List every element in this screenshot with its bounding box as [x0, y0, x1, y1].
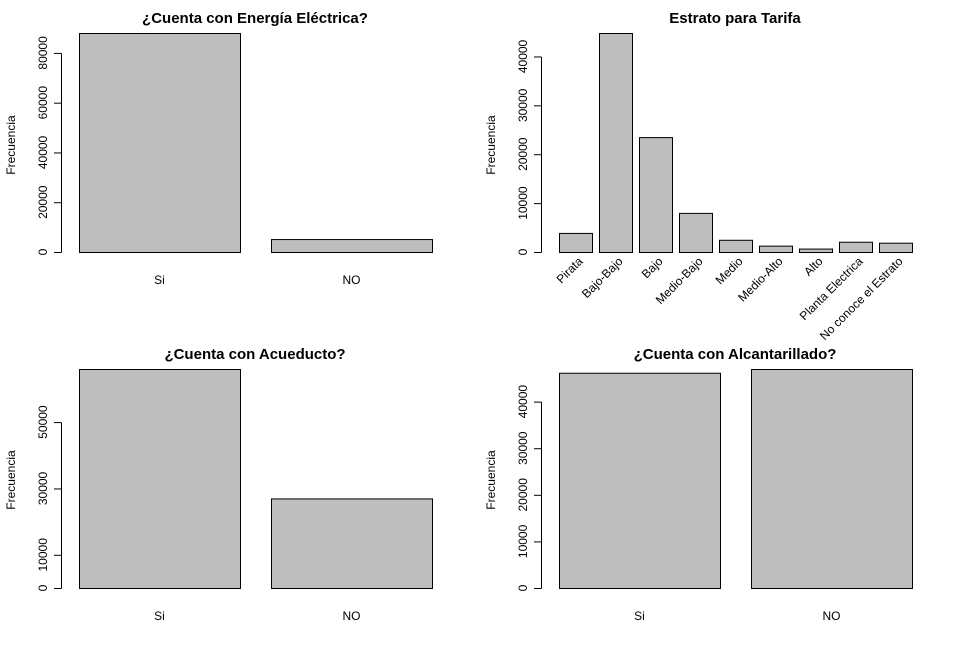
category-label: Bajo	[639, 254, 666, 281]
y-tick-label: 10000	[36, 538, 50, 572]
y-tick-label: 0	[516, 584, 530, 591]
category-label: NO	[343, 609, 361, 623]
y-tick-label: 0	[516, 248, 530, 255]
chart-panel-estrato: Estrato para Tarifa Frecuencia PirataBaj…	[484, 10, 913, 343]
category-label: Alto	[801, 254, 826, 279]
category-label: NO	[343, 273, 361, 287]
chart-title: Estrato para Tarifa	[669, 10, 801, 27]
y-tick-label: 40000	[516, 39, 530, 73]
y-tick-label: 30000	[516, 431, 530, 465]
bar	[559, 232, 593, 254]
bar	[599, 33, 633, 253]
y-tick-label: 40000	[516, 385, 530, 419]
bar	[751, 369, 913, 589]
y-tick-label: 20000	[516, 478, 530, 512]
bar	[79, 369, 241, 589]
y-tick-label: 10000	[516, 524, 530, 558]
category-label: Bajo-Bajo	[579, 254, 626, 301]
y-tick-label: 10000	[516, 186, 530, 220]
bar	[79, 33, 241, 253]
category-label: Pirata	[554, 254, 586, 286]
y-tick-label: 0	[36, 584, 50, 591]
y-tick-label: 50000	[36, 405, 50, 439]
chart-panel-acueducto: ¿Cuenta con Acueducto? Frecuencia Si NO 0 1…	[4, 346, 433, 623]
chart-title: ¿Cuenta con Energía Eléctrica?	[142, 10, 368, 27]
chart-panel-energia: ¿Cuenta con Energía Eléctrica? Frecuenci…	[4, 10, 433, 287]
category-label: Medio	[713, 254, 746, 287]
bar	[639, 137, 673, 254]
y-tick-label: 30000	[36, 471, 50, 505]
chart-title: ¿Cuenta con Acueducto?	[164, 346, 345, 363]
category-label: NO	[823, 609, 841, 623]
bar	[271, 239, 433, 254]
chart-panel-alcantarillado: ¿Cuenta con Alcantarillado? Frecuencia S…	[484, 346, 913, 623]
chart-title: ¿Cuenta con Alcantarillado?	[634, 346, 837, 363]
y-tick-label: 40000	[36, 135, 50, 169]
bar	[799, 248, 833, 253]
bar	[839, 241, 873, 253]
y-axis-label: Frecuencia	[484, 450, 498, 510]
bar	[679, 212, 713, 253]
y-tick-label: 80000	[36, 36, 50, 70]
bar	[559, 372, 721, 589]
y-tick-label: 60000	[36, 86, 50, 120]
category-label: Si	[154, 609, 165, 623]
category-label: Si	[634, 609, 645, 623]
y-axis-label: Frecuencia	[484, 115, 498, 175]
y-tick-label: 20000	[36, 185, 50, 219]
category-label: Si	[154, 273, 165, 287]
y-tick-label: 30000	[516, 88, 530, 122]
bar	[719, 239, 753, 254]
y-axis-label: Frecuencia	[4, 450, 18, 510]
y-tick-label: 0	[36, 248, 50, 255]
bar	[271, 498, 433, 589]
y-tick-label: 20000	[516, 137, 530, 171]
bar	[879, 242, 913, 253]
bar	[759, 245, 793, 254]
y-axis-label: Frecuencia	[4, 115, 18, 175]
